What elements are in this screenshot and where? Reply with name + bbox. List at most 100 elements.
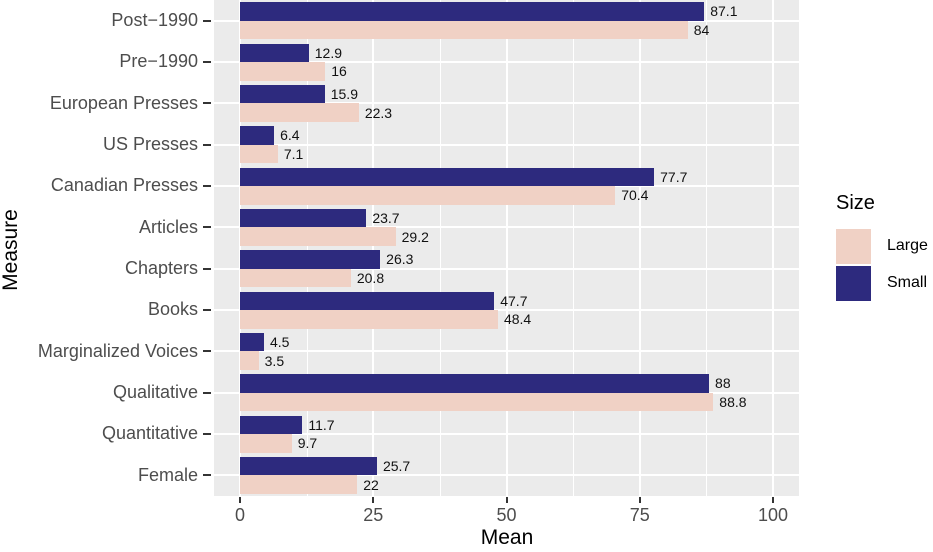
x-tick-label: 100 <box>757 505 789 525</box>
legend-key-small: Small <box>836 265 928 301</box>
bar-large <box>240 227 396 246</box>
bar-large <box>240 475 358 494</box>
x-tick-mark <box>638 497 641 503</box>
x-tick-label: 0 <box>234 505 245 525</box>
y-axis-label: Female <box>137 464 198 485</box>
y-axis-label: Quantitative <box>101 423 198 444</box>
bar-value-label: 4.5 <box>269 334 290 351</box>
bar-large <box>240 186 616 205</box>
bar-small <box>240 43 309 62</box>
bar-value-label: 23.7 <box>372 210 400 227</box>
major-gridline <box>505 0 508 496</box>
bar-value-label: 11.7 <box>308 416 335 433</box>
horizontal-gridline <box>214 61 799 63</box>
horizontal-gridline <box>214 267 799 270</box>
x-tick-label: 50 <box>496 505 517 525</box>
bar-value-label: 12.9 <box>314 44 342 61</box>
y-axis-label: Pre−1990 <box>119 51 198 72</box>
x-tick-mark <box>772 497 774 503</box>
legend-label: Large <box>887 237 928 254</box>
bar-value-label: 6.4 <box>280 127 300 144</box>
x-axis-title: Mean <box>480 526 534 549</box>
bar-value-label: 88 <box>715 375 731 392</box>
bar-value-label: 25.7 <box>382 458 411 475</box>
bar-large <box>240 144 278 164</box>
bar-value-label: 48.4 <box>503 311 532 328</box>
y-tick-mark <box>203 474 211 477</box>
bar-value-label: 77.7 <box>660 168 688 185</box>
bar-large <box>240 392 714 412</box>
minor-gridline <box>439 0 441 496</box>
bar-value-label: 88.8 <box>719 393 747 410</box>
horizontal-gridline <box>214 226 799 229</box>
legend-label: Small <box>887 274 928 291</box>
legend-keys: Large Small <box>836 228 928 301</box>
horizontal-gridline <box>214 350 799 353</box>
y-tick-mark <box>203 143 211 146</box>
bar-value-label: 26.3 <box>386 251 414 268</box>
y-tick-mark <box>203 61 211 63</box>
bar-small <box>240 332 264 352</box>
y-tick-mark <box>203 267 211 270</box>
major-gridline <box>638 0 641 496</box>
bar-small <box>240 126 275 145</box>
bar-value-label: 15.9 <box>330 86 358 103</box>
y-axis-label: Chapters <box>124 258 198 279</box>
y-tick-mark <box>203 226 211 229</box>
bar-large <box>240 20 688 40</box>
legend-title: Size <box>836 192 875 214</box>
major-gridline <box>772 0 774 496</box>
y-axis-label: Qualitative <box>112 382 198 403</box>
bar-value-label: 7.1 <box>283 145 304 162</box>
x-tick-label: 25 <box>363 505 384 525</box>
bar-large <box>240 268 351 288</box>
legend: Size Large Small <box>836 192 928 302</box>
bar-value-label: 29.2 <box>401 228 429 245</box>
horizontal-gridline <box>214 102 799 105</box>
bar-small <box>240 2 705 21</box>
y-axis-label: European Presses <box>49 92 198 113</box>
bar-small <box>240 250 381 269</box>
bar-value-label: 87.1 <box>710 3 738 20</box>
bar-value-label: 84 <box>693 21 710 38</box>
bar-small <box>240 84 325 104</box>
x-tick-label: 75 <box>629 505 650 525</box>
y-tick-mark <box>203 309 211 311</box>
bar-value-label: 16 <box>331 63 347 80</box>
bar-large <box>240 351 259 370</box>
bar-small <box>240 415 303 434</box>
y-axis-label: Marginalized Voices <box>37 340 198 361</box>
horizontal-gridline <box>214 433 799 435</box>
x-tick-mark <box>372 497 375 503</box>
bar-value-label: 20.8 <box>356 269 385 286</box>
bar-small <box>240 167 655 186</box>
bar-value-label: 22.3 <box>364 104 393 121</box>
bar-small <box>240 291 495 310</box>
bar-value-label: 9.7 <box>297 435 318 452</box>
bar-value-label: 22 <box>363 476 379 493</box>
bar-large <box>240 310 498 329</box>
minor-gridline <box>573 0 575 496</box>
bar-small <box>240 374 710 393</box>
y-tick-mark <box>203 185 211 187</box>
legend-swatch-large <box>836 228 871 264</box>
y-tick-mark <box>203 350 211 353</box>
y-axis-label: US Presses <box>102 134 198 155</box>
horizontal-gridline <box>214 143 799 146</box>
y-axis-label: Post−1990 <box>111 10 198 31</box>
legend-swatch-small <box>836 265 871 301</box>
bar-large <box>240 434 292 453</box>
y-tick-mark <box>203 391 211 394</box>
y-tick-mark <box>203 433 211 435</box>
y-axis-label: Canadian Presses <box>50 175 198 196</box>
y-tick-mark <box>203 102 211 105</box>
bar-value-label: 3.5 <box>264 352 285 369</box>
bar-large <box>240 62 326 81</box>
x-tick-mark <box>239 497 241 503</box>
bar-value-label: 47.7 <box>500 292 528 309</box>
bar-small <box>240 456 377 476</box>
bar-large <box>240 103 359 122</box>
x-tick-mark <box>505 497 508 503</box>
major-gridline <box>372 0 375 496</box>
